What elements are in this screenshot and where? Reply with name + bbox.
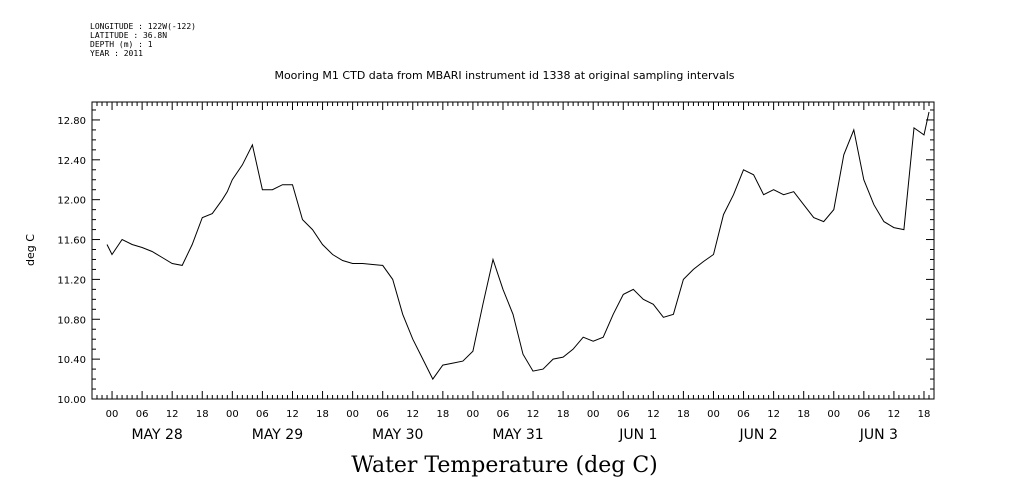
x-tick-label: 00 [226,409,239,420]
x-tick-label: 12 [767,409,780,420]
x-tick-label: 18 [196,409,209,420]
x-tick-label: 06 [256,409,269,420]
x-tick-label: 18 [436,409,449,420]
latitude-text: LATITUDE : 36.8N [90,31,168,40]
x-tick-label: 12 [888,409,901,420]
x-tick-label: 06 [376,409,389,420]
x-day-label: MAY 31 [492,427,543,443]
x-tick-label: 12 [286,409,299,420]
x-tick-label: 06 [617,409,630,420]
x-tick-label: 18 [918,409,931,420]
depth-text: DEPTH (m) : 1 [90,40,153,49]
x-tick-label: 12 [527,409,540,420]
y-tick-label: 10.00 [57,395,86,406]
series-line [106,111,930,381]
x-tick-label: 18 [677,409,690,420]
chart-caption: Water Temperature (deg C) [351,453,658,478]
x-tick-label: 18 [797,409,810,420]
x-tick-label: 12 [647,409,660,420]
x-day-label: JUN 2 [738,427,777,443]
x-tick-label: 12 [406,409,419,420]
x-day-label: MAY 30 [372,427,423,443]
x-tick-label: 18 [316,409,329,420]
x-day-label: JUN 3 [859,427,898,443]
chart-title: Mooring M1 CTD data from MBARI instrumen… [274,69,735,82]
x-tick-label: 00 [707,409,720,420]
x-day-label: MAY 28 [131,427,182,443]
y-axis-ticks: 10.00 10.40 10.80 11.20 11.60 12.00 12.40 12.80 [57,109,934,406]
x-tick-label: 06 [857,409,870,420]
y-tick-label: 11.20 [57,275,86,286]
x-tick-label: 12 [166,409,179,420]
x-tick-label: 00 [467,409,480,420]
year-text: YEAR : 2011 [90,49,143,58]
x-tick-label: 06 [497,409,510,420]
y-tick-label: 10.40 [57,355,86,366]
y-tick-label: 12.40 [57,156,86,167]
x-tick-label: 18 [557,409,570,420]
x-day-label: JUN 1 [618,427,657,443]
x-axis-ticks: 00 06 12 18 MAY 28 00 06 12 18 MAY 29 00 06 12 18 MAY … [91,102,935,443]
x-day-label: MAY 29 [252,427,303,443]
series-group [106,111,930,381]
y-tick-label: 10.80 [57,315,86,326]
x-tick-label: 00 [587,409,600,420]
location-metadata: LONGITUDE : 122W(-122) LATITUDE : 36.8N … [90,22,196,58]
plot-frame [91,101,935,400]
x-tick-label: 06 [737,409,750,420]
y-tick-label: 12.80 [57,116,86,127]
y-axis-label: deg C [24,234,37,266]
y-tick-label: 11.60 [57,236,86,247]
y-tick-label: 12.00 [57,196,86,207]
longitude-text: LONGITUDE : 122W(-122) [90,22,196,31]
x-tick-label: 00 [106,409,119,420]
x-tick-label: 00 [346,409,359,420]
x-tick-label: 06 [136,409,149,420]
x-tick-label: 00 [827,409,840,420]
